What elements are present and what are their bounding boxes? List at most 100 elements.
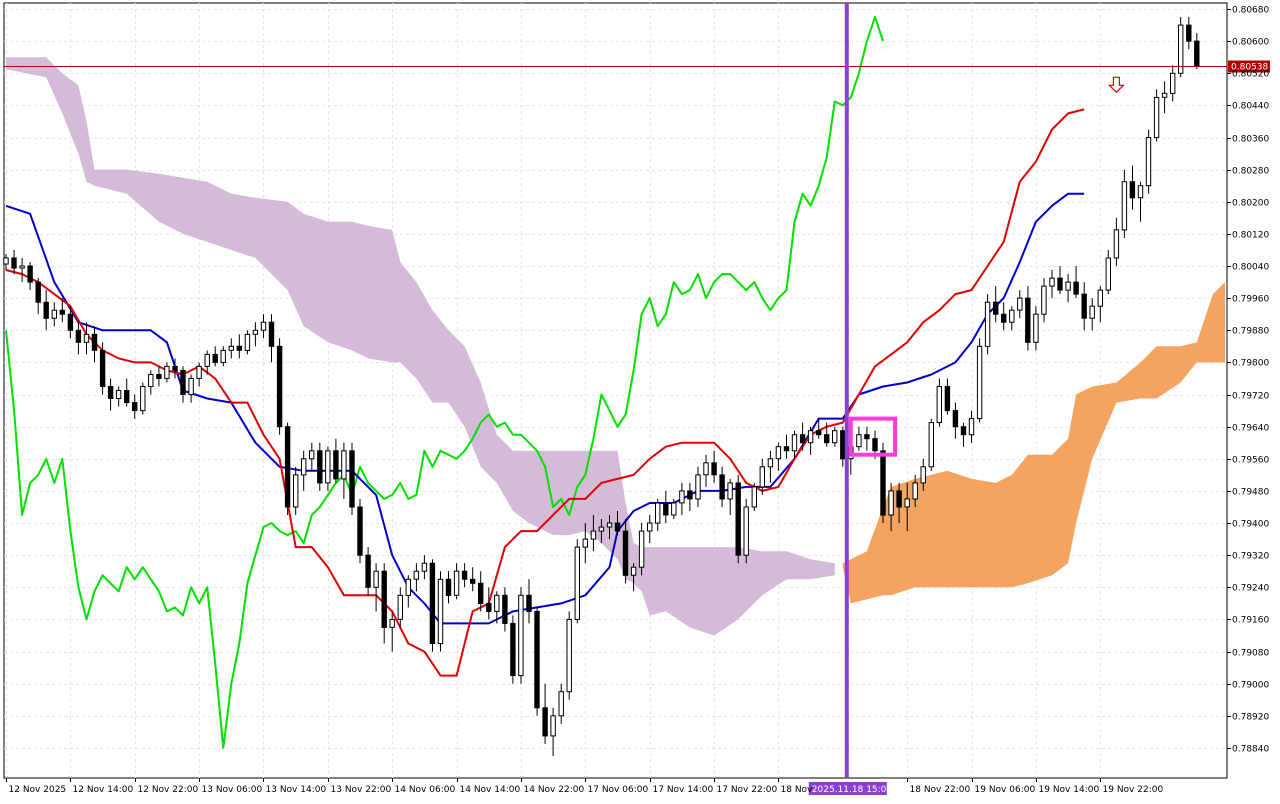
candle[interactable]	[349, 442, 355, 515]
candle[interactable]	[510, 615, 516, 684]
candle[interactable]	[461, 563, 468, 588]
candle[interactable]	[630, 563, 637, 592]
candle[interactable]	[91, 326, 98, 363]
candle[interactable]	[11, 250, 17, 275]
candle[interactable]	[1105, 250, 1111, 295]
candle[interactable]	[518, 587, 524, 684]
candle[interactable]	[1065, 274, 1071, 303]
candle[interactable]	[920, 458, 926, 491]
candle[interactable]	[976, 338, 983, 423]
candle[interactable]	[445, 571, 452, 604]
candle[interactable]	[19, 258, 25, 283]
candle[interactable]	[341, 442, 347, 499]
candle[interactable]	[904, 482, 910, 532]
candle[interactable]	[115, 386, 122, 407]
candle[interactable]	[252, 322, 259, 347]
candle[interactable]	[357, 498, 363, 564]
candle[interactable]	[832, 426, 838, 447]
candle[interactable]	[140, 382, 146, 415]
candle[interactable]	[75, 322, 82, 355]
candle[interactable]	[453, 563, 460, 600]
candle[interactable]	[614, 511, 621, 536]
candle[interactable]	[301, 450, 307, 491]
candle[interactable]	[260, 314, 267, 339]
candle[interactable]	[542, 683, 548, 744]
candle[interactable]	[1097, 286, 1103, 323]
candle[interactable]	[381, 563, 387, 644]
candles[interactable]	[3, 17, 1200, 756]
candle[interactable]	[43, 290, 49, 331]
candle[interactable]	[228, 338, 235, 359]
candle[interactable]	[1017, 290, 1023, 319]
candle[interactable]	[204, 350, 210, 375]
candle[interactable]	[711, 450, 717, 483]
candle[interactable]	[751, 482, 757, 511]
candle[interactable]	[759, 458, 765, 495]
candle[interactable]	[172, 358, 178, 379]
candle[interactable]	[1001, 302, 1007, 331]
candle[interactable]	[1161, 81, 1168, 114]
candle[interactable]	[638, 523, 645, 576]
candle[interactable]	[960, 422, 967, 447]
candle[interactable]	[896, 482, 902, 523]
candle[interactable]	[534, 607, 540, 716]
candle[interactable]	[389, 611, 395, 652]
candle[interactable]	[1129, 165, 1136, 210]
candle[interactable]	[622, 519, 629, 584]
candle[interactable]	[317, 442, 323, 491]
candle[interactable]	[767, 450, 774, 483]
candle[interactable]	[1121, 169, 1128, 238]
candle[interactable]	[743, 498, 749, 564]
candle[interactable]	[405, 575, 412, 608]
candle[interactable]	[397, 587, 404, 628]
candle[interactable]	[502, 587, 508, 632]
candle[interactable]	[735, 474, 741, 564]
candle[interactable]	[928, 418, 934, 471]
candle[interactable]	[647, 515, 653, 544]
candle[interactable]	[1033, 306, 1039, 351]
candle[interactable]	[695, 466, 701, 507]
candle[interactable]	[212, 346, 218, 367]
candle[interactable]	[1081, 282, 1087, 331]
candle[interactable]	[1041, 278, 1047, 323]
candle[interactable]	[824, 422, 830, 447]
candle[interactable]	[51, 302, 57, 327]
candle[interactable]	[27, 262, 33, 291]
candle[interactable]	[244, 330, 251, 355]
candle[interactable]	[486, 587, 492, 620]
candle[interactable]	[1137, 181, 1144, 222]
candle[interactable]	[284, 422, 291, 515]
candle[interactable]	[333, 438, 339, 483]
candle[interactable]	[188, 374, 194, 403]
candle[interactable]	[413, 563, 420, 592]
candle[interactable]	[679, 482, 685, 515]
candle[interactable]	[590, 515, 597, 552]
candle[interactable]	[1113, 217, 1120, 266]
candle[interactable]	[574, 539, 580, 624]
candle[interactable]	[35, 278, 41, 315]
candle[interactable]	[727, 478, 733, 515]
candle[interactable]	[783, 434, 790, 459]
candle[interactable]	[1025, 286, 1031, 351]
candle[interactable]	[3, 254, 9, 270]
candle[interactable]	[582, 523, 588, 564]
candle[interactable]	[558, 683, 564, 724]
candle[interactable]	[799, 422, 806, 451]
candle[interactable]	[494, 591, 500, 624]
candle[interactable]	[67, 306, 74, 339]
candle[interactable]	[606, 515, 613, 540]
candle[interactable]	[791, 430, 798, 459]
candle[interactable]	[1073, 266, 1079, 299]
candle[interactable]	[478, 571, 484, 612]
candle[interactable]	[429, 559, 436, 652]
candle[interactable]	[107, 378, 114, 411]
candle[interactable]	[944, 378, 951, 415]
candle[interactable]	[1089, 298, 1095, 331]
candle[interactable]	[421, 555, 428, 580]
candle[interactable]	[968, 410, 975, 443]
candle[interactable]	[566, 611, 572, 700]
candle[interactable]	[164, 362, 170, 383]
candle[interactable]	[936, 378, 942, 427]
